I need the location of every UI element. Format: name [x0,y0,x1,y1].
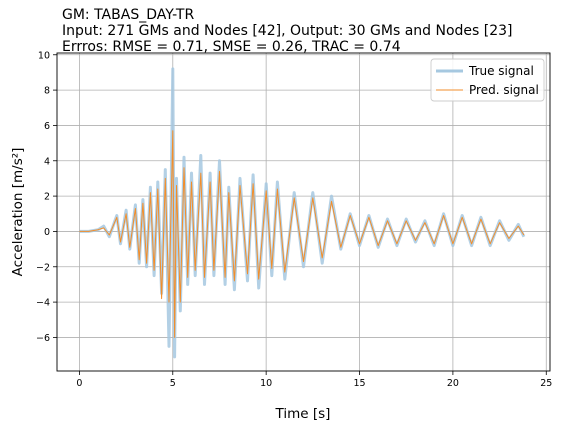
x-tick-label: 10 [260,378,272,389]
y-tick-label: 10 [38,50,50,61]
y-tick-label: 0 [44,227,50,238]
x-tick-label: 5 [170,378,176,389]
y-tick-label: 6 [44,121,50,132]
x-axis-label: Time [s] [275,406,331,422]
chart-title: GM: TABAS_DAY-TR Input: 271 GMs and Node… [62,7,513,55]
series-line-true-signal [79,69,524,357]
title-line-2: Input: 271 GMs and Nodes [42], Output: 3… [62,23,513,39]
legend-label-true-signal: True signal [468,64,534,78]
x-tick-label: 0 [76,378,82,389]
legend: True signal Pred. signal [431,59,544,101]
y-tick-label: 4 [44,156,50,167]
y-tick-label: 8 [44,86,50,97]
x-tick-label: 25 [540,378,552,389]
series-layer [79,69,524,357]
x-tick-label: 20 [447,378,459,389]
y-axis-label: Acceleration [m/s²] [10,148,26,277]
x-tick-label: 15 [353,378,365,389]
legend-label-pred-signal: Pred. signal [469,83,539,97]
y-tick-label: 2 [44,192,50,203]
y-tick-label: −6 [36,333,50,344]
y-tick-label: −2 [36,262,50,273]
title-line-1: GM: TABAS_DAY-TR [62,7,194,23]
y-tick-label: −4 [36,298,50,309]
